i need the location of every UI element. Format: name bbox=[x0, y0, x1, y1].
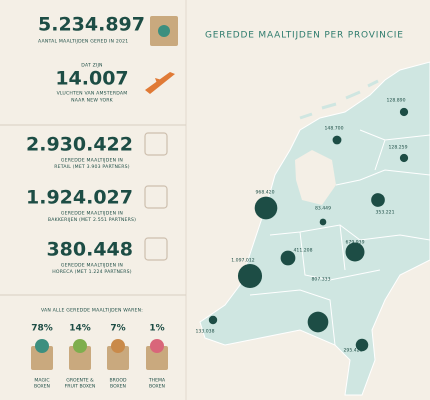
box-produce bbox=[35, 339, 49, 353]
sector-label: GEREDDE MAALTIJDEN IN bbox=[61, 263, 123, 269]
intro: DAT ZIJN bbox=[81, 63, 102, 69]
sector-icon bbox=[144, 185, 168, 209]
bubble bbox=[371, 193, 385, 207]
bubble bbox=[254, 196, 278, 220]
sector-label: GEREDDE MAALTIJDEN IN bbox=[61, 211, 123, 217]
box-produce bbox=[111, 339, 125, 353]
flights-label: NAAR NEW YORK bbox=[71, 98, 114, 104]
bubble-label: 807.333 bbox=[312, 277, 331, 283]
box-label: BROOD bbox=[109, 378, 127, 384]
box-percent: 7% bbox=[110, 324, 125, 334]
sector-icon bbox=[144, 132, 168, 156]
box-bag bbox=[107, 346, 129, 370]
box-percent: 78% bbox=[31, 324, 53, 334]
box-bag bbox=[69, 346, 91, 370]
box-label: MAGIC bbox=[34, 378, 49, 384]
box-label: BOXEN bbox=[110, 384, 126, 390]
total-label: AANTAL MAALTIJDEN GERED IN 2021 bbox=[38, 39, 128, 45]
map-title: GEREDDE MAALTIJDEN PER PROVINCIE bbox=[205, 31, 404, 41]
bubble-label: 295.421 bbox=[344, 348, 363, 354]
bubble bbox=[319, 218, 327, 226]
flights-label: VLUCHTEN VAN AMSTERDAM bbox=[57, 91, 128, 97]
bubble-label: 128.259 bbox=[389, 145, 408, 151]
sector-value: 2.930.422 bbox=[26, 134, 133, 156]
bubble bbox=[208, 315, 218, 325]
bag-icon bbox=[150, 16, 178, 46]
bubble bbox=[332, 135, 342, 145]
flights-value: 14.007 bbox=[55, 68, 128, 90]
box-percent: 14% bbox=[69, 324, 91, 334]
bubble-label: 128.890 bbox=[387, 98, 406, 104]
bubble bbox=[307, 311, 329, 333]
sector-label: GEREDDE MAALTIJDEN IN bbox=[61, 158, 123, 164]
bubble bbox=[345, 242, 365, 262]
bubble-label: 411.208 bbox=[294, 248, 313, 254]
boxes-heading: VAN ALLE GEREDDE MAALTIJDEN WAREN: bbox=[41, 308, 143, 314]
plane-icon bbox=[145, 72, 175, 94]
box-bag bbox=[31, 346, 53, 370]
sector-icon bbox=[144, 237, 168, 261]
box-produce bbox=[150, 339, 164, 353]
sector-label: HORECA (MET 1.224 PARTNERS) bbox=[52, 269, 131, 275]
sector-label: RETAIL (MET 3.903 PARTNERS) bbox=[54, 164, 130, 170]
bubble-label: 148.700 bbox=[325, 126, 344, 132]
box-label: THEMA bbox=[148, 378, 166, 384]
box-label: BOXEN bbox=[34, 384, 50, 390]
bubble bbox=[399, 153, 409, 163]
box-bag bbox=[146, 346, 168, 370]
bubble bbox=[399, 107, 409, 117]
bubble-label: 1.097.012 bbox=[231, 258, 254, 264]
sector-value: 380.448 bbox=[46, 239, 133, 261]
box-label: FRUIT BOXEN bbox=[65, 384, 96, 390]
total-value: 5.234.897 bbox=[38, 14, 145, 36]
bubble bbox=[355, 338, 369, 352]
box-label: GROENTE & bbox=[66, 378, 94, 384]
sector-label: BAKKERIJEN (MET 2.551 PARTNERS) bbox=[48, 217, 136, 223]
box-produce bbox=[73, 339, 87, 353]
bubble-label: 353.221 bbox=[376, 210, 395, 216]
sector-value: 1.924.027 bbox=[26, 187, 133, 209]
bubble bbox=[280, 250, 296, 266]
bubble bbox=[237, 263, 263, 289]
map-shape bbox=[199, 61, 430, 396]
box-label: BOXEN bbox=[149, 384, 165, 390]
bubble-label: 679.939 bbox=[346, 240, 365, 246]
box-percent: 1% bbox=[149, 324, 164, 334]
bubble-label: 83.449 bbox=[315, 206, 331, 212]
bubble-label: 133.038 bbox=[196, 329, 215, 335]
bubble-label: 968.420 bbox=[256, 190, 275, 196]
